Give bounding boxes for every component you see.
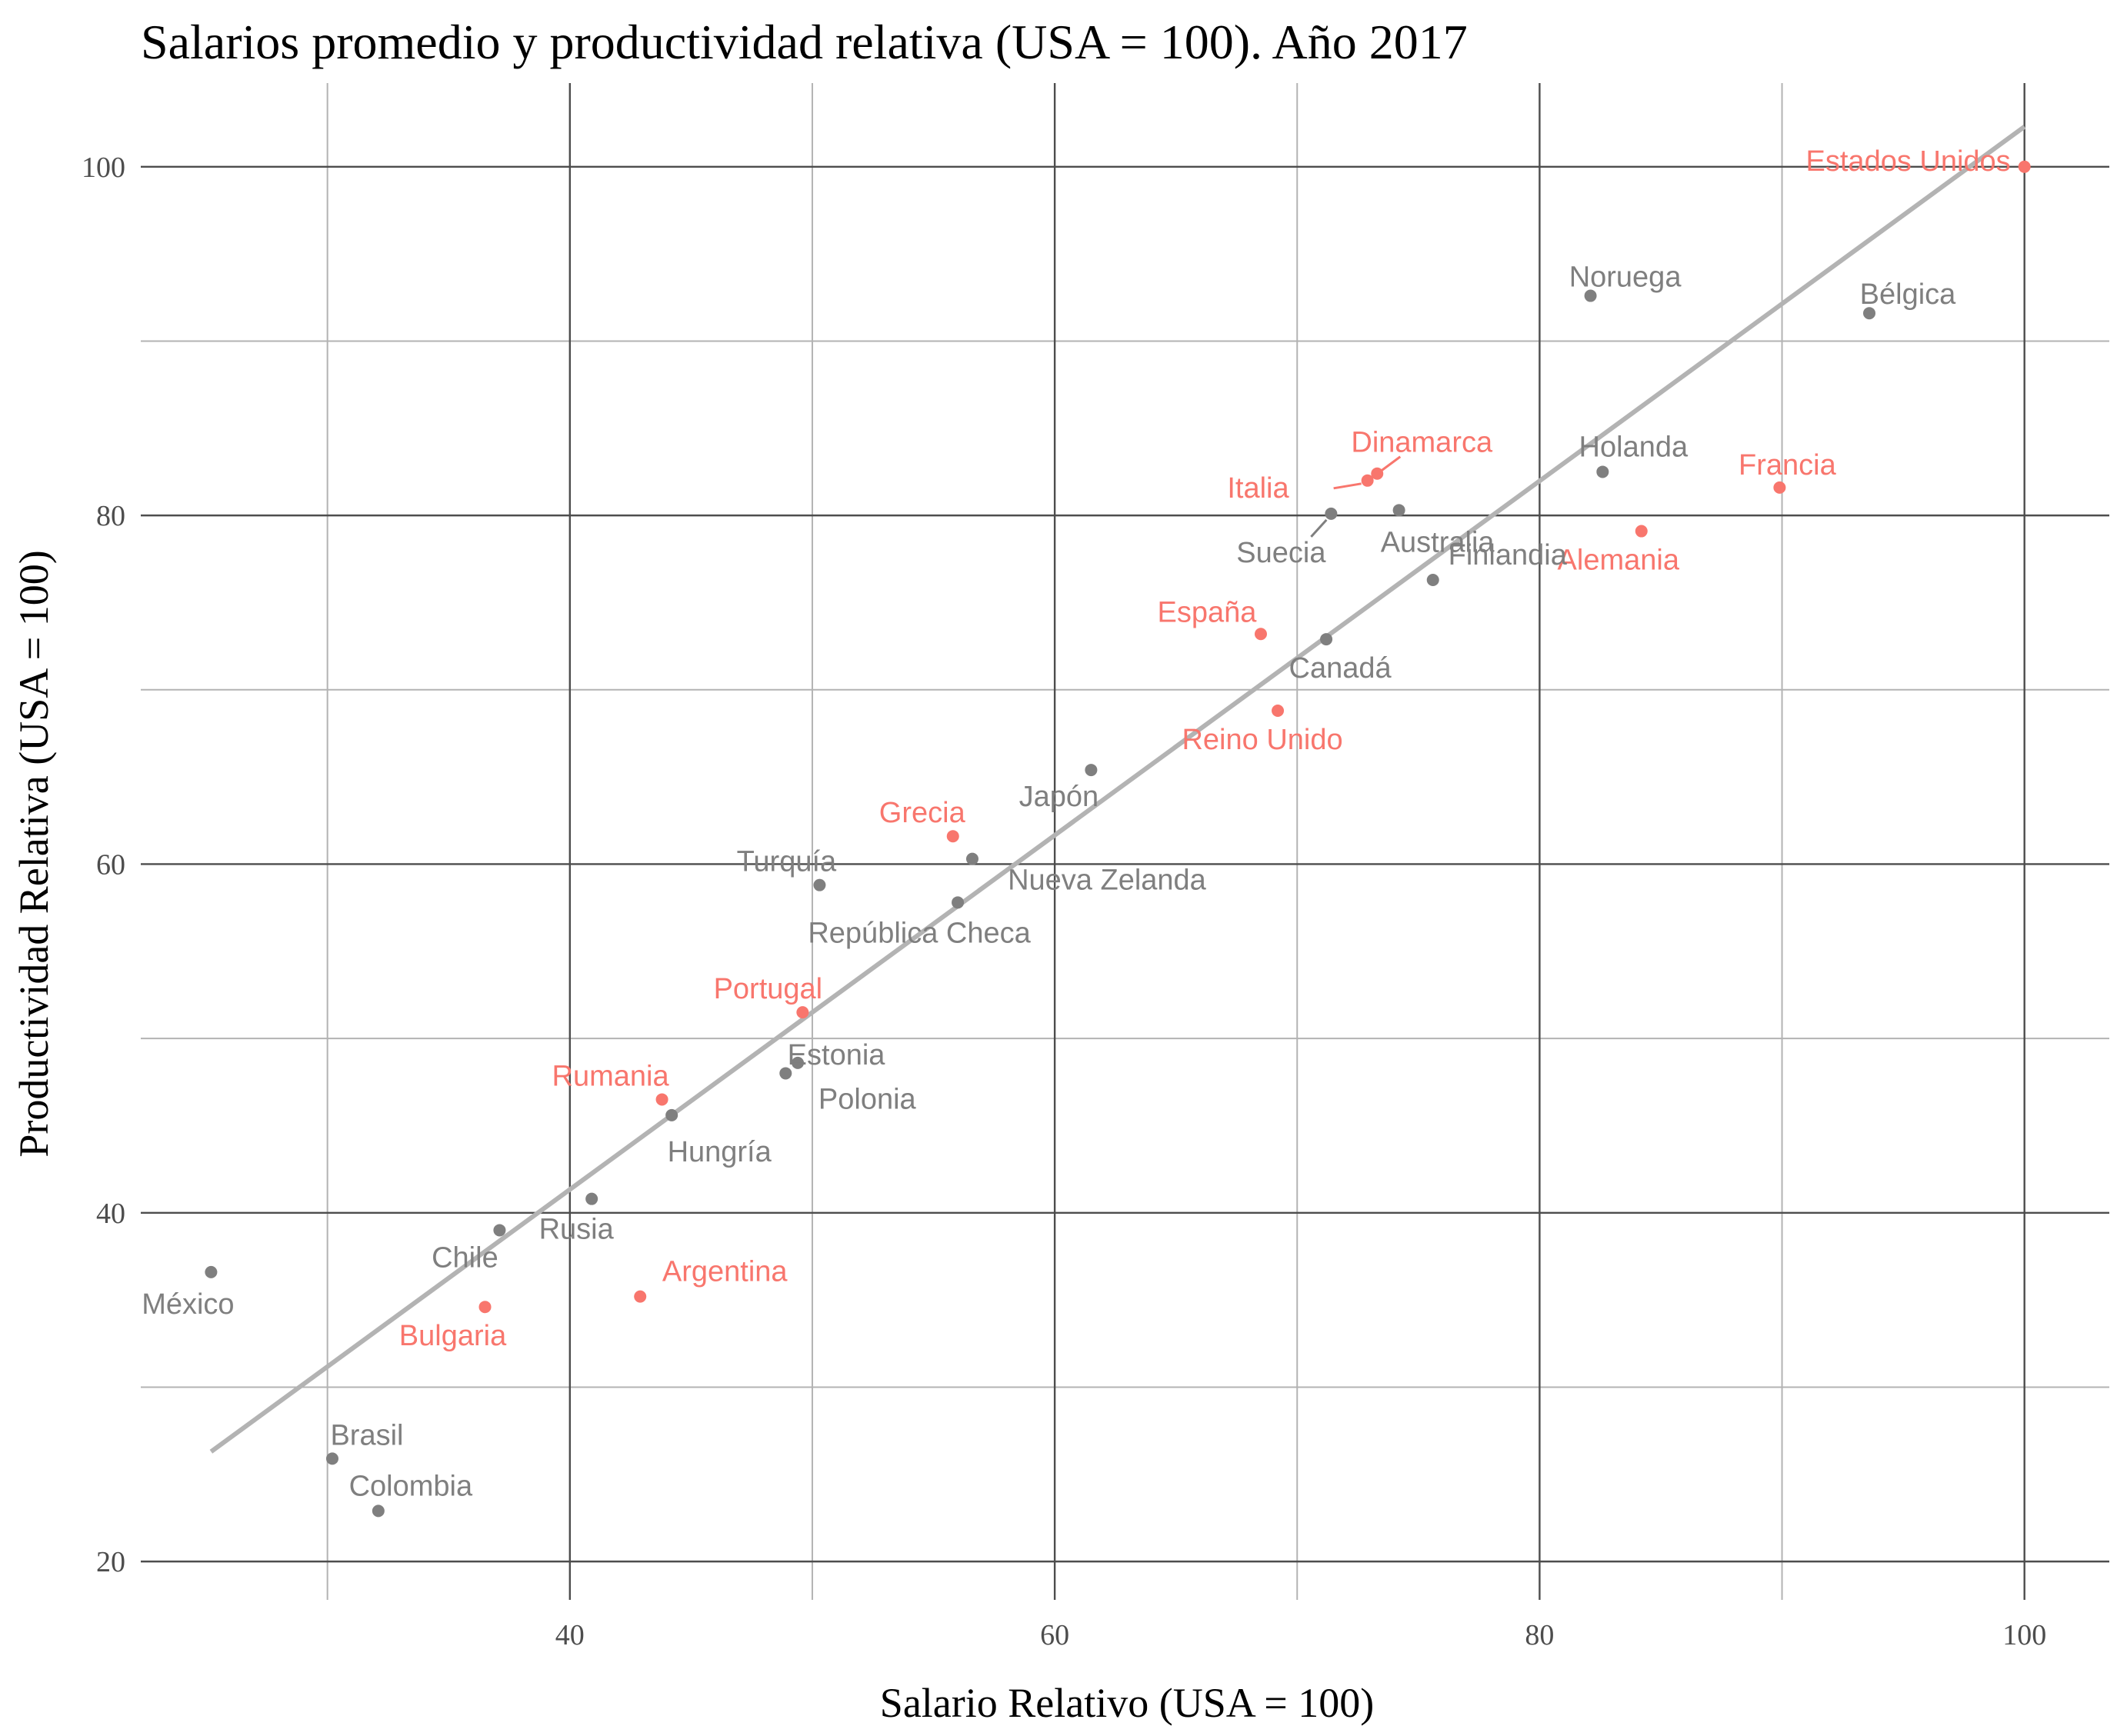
point-label: Japón (1019, 781, 1099, 813)
data-point (1320, 633, 1333, 646)
data-point (965, 852, 978, 865)
point-label: Bélgica (1860, 278, 1956, 311)
point-labels: Estados Unidos Noruega Bélgica Dinamarca Ita… (142, 145, 2010, 1503)
data-point (372, 1504, 385, 1518)
data-point (813, 878, 826, 891)
point-label: México (142, 1288, 234, 1321)
data-point (1371, 467, 1384, 480)
x-tick-label: 40 (555, 1619, 585, 1651)
x-tick-label: 100 (2002, 1619, 2046, 1651)
label-connector (1379, 455, 1402, 473)
y-axis-title: Productividad Relativa (USA = 100) (11, 550, 57, 1157)
point-label: Francia (1739, 449, 1837, 481)
point-label: Finlandia (1449, 539, 1568, 571)
point-label: Argentina (662, 1256, 788, 1288)
data-point (796, 1006, 809, 1019)
trend-line-group (209, 125, 2026, 1454)
data-point (478, 1301, 492, 1314)
data-point (655, 1093, 668, 1106)
point-label: Dinamarca (1351, 427, 1493, 459)
x-axis-title: Salario Relativo (USA = 100) (880, 1680, 1374, 1726)
data-point (1325, 507, 1338, 520)
point-label: Rumania (552, 1060, 670, 1092)
y-tick-label: 100 (82, 152, 125, 184)
data-point (1085, 764, 1098, 777)
data-point (493, 1224, 506, 1237)
y-tick-label: 40 (96, 1198, 125, 1230)
data-point (1361, 474, 1374, 487)
point-label: Canadá (1289, 652, 1392, 685)
data-point (1272, 705, 1285, 717)
point-label: Suecia (1236, 537, 1326, 569)
point-label: Noruega (1569, 262, 1682, 294)
point-label: España (1158, 596, 1258, 628)
y-tick-labels: 20 40 60 80 100 (82, 152, 125, 1578)
point-label: Colombia (349, 1470, 473, 1502)
data-point (585, 1192, 598, 1205)
data-point (634, 1290, 647, 1303)
major-gridlines (141, 83, 2109, 1600)
label-connector (1333, 482, 1362, 490)
point-label: Alemania (1558, 545, 1680, 577)
data-point (665, 1108, 678, 1121)
point-label: Italia (1227, 472, 1289, 505)
trend-line (209, 125, 2026, 1454)
point-label: Hungría (668, 1136, 772, 1168)
point-label: Rusia (539, 1214, 615, 1246)
chart-title: Salarios promedio y productividad relati… (141, 15, 1468, 69)
point-label: Reino Unido (1182, 724, 1342, 756)
point-label: Polonia (818, 1083, 917, 1115)
point-label: Portugal (714, 973, 823, 1005)
point-label: Brasil (330, 1419, 403, 1451)
point-label: Chile (432, 1241, 498, 1274)
point-label: Holanda (1579, 431, 1689, 463)
minor-gridlines (141, 83, 2109, 1600)
point-label: República Checa (808, 917, 1031, 949)
data-point (1254, 628, 1267, 641)
data-point (1426, 574, 1439, 586)
y-tick-label: 20 (96, 1546, 125, 1578)
point-label: Estonia (788, 1039, 886, 1071)
data-point (952, 896, 965, 909)
data-point (1773, 481, 1786, 494)
x-tick-labels: 40 60 80 100 (555, 1619, 2046, 1651)
x-tick-label: 60 (1040, 1619, 1069, 1651)
x-tick-label: 80 (1525, 1619, 1554, 1651)
data-point (1392, 504, 1405, 517)
data-point (946, 830, 959, 843)
data-point (792, 1056, 805, 1069)
data-point (1584, 289, 1597, 302)
point-label: Australia (1381, 526, 1495, 558)
data-point (1596, 465, 1609, 478)
y-tick-label: 60 (96, 848, 125, 881)
point-label: Bulgaria (399, 1320, 507, 1352)
label-connector (1310, 518, 1328, 538)
y-tick-label: 80 (96, 500, 125, 532)
data-point (205, 1265, 218, 1278)
data-points (205, 160, 2031, 1518)
label-connectors (1310, 455, 1402, 538)
data-point (1863, 307, 1876, 320)
point-label: Estados Unidos (1806, 145, 2011, 178)
point-label: Nueva Zelanda (1008, 865, 1207, 897)
data-point (2018, 160, 2031, 173)
data-point (779, 1067, 792, 1080)
data-point (325, 1452, 338, 1465)
point-label: Grecia (879, 797, 966, 829)
point-label: Turquía (737, 846, 837, 878)
data-point (1635, 525, 1648, 538)
